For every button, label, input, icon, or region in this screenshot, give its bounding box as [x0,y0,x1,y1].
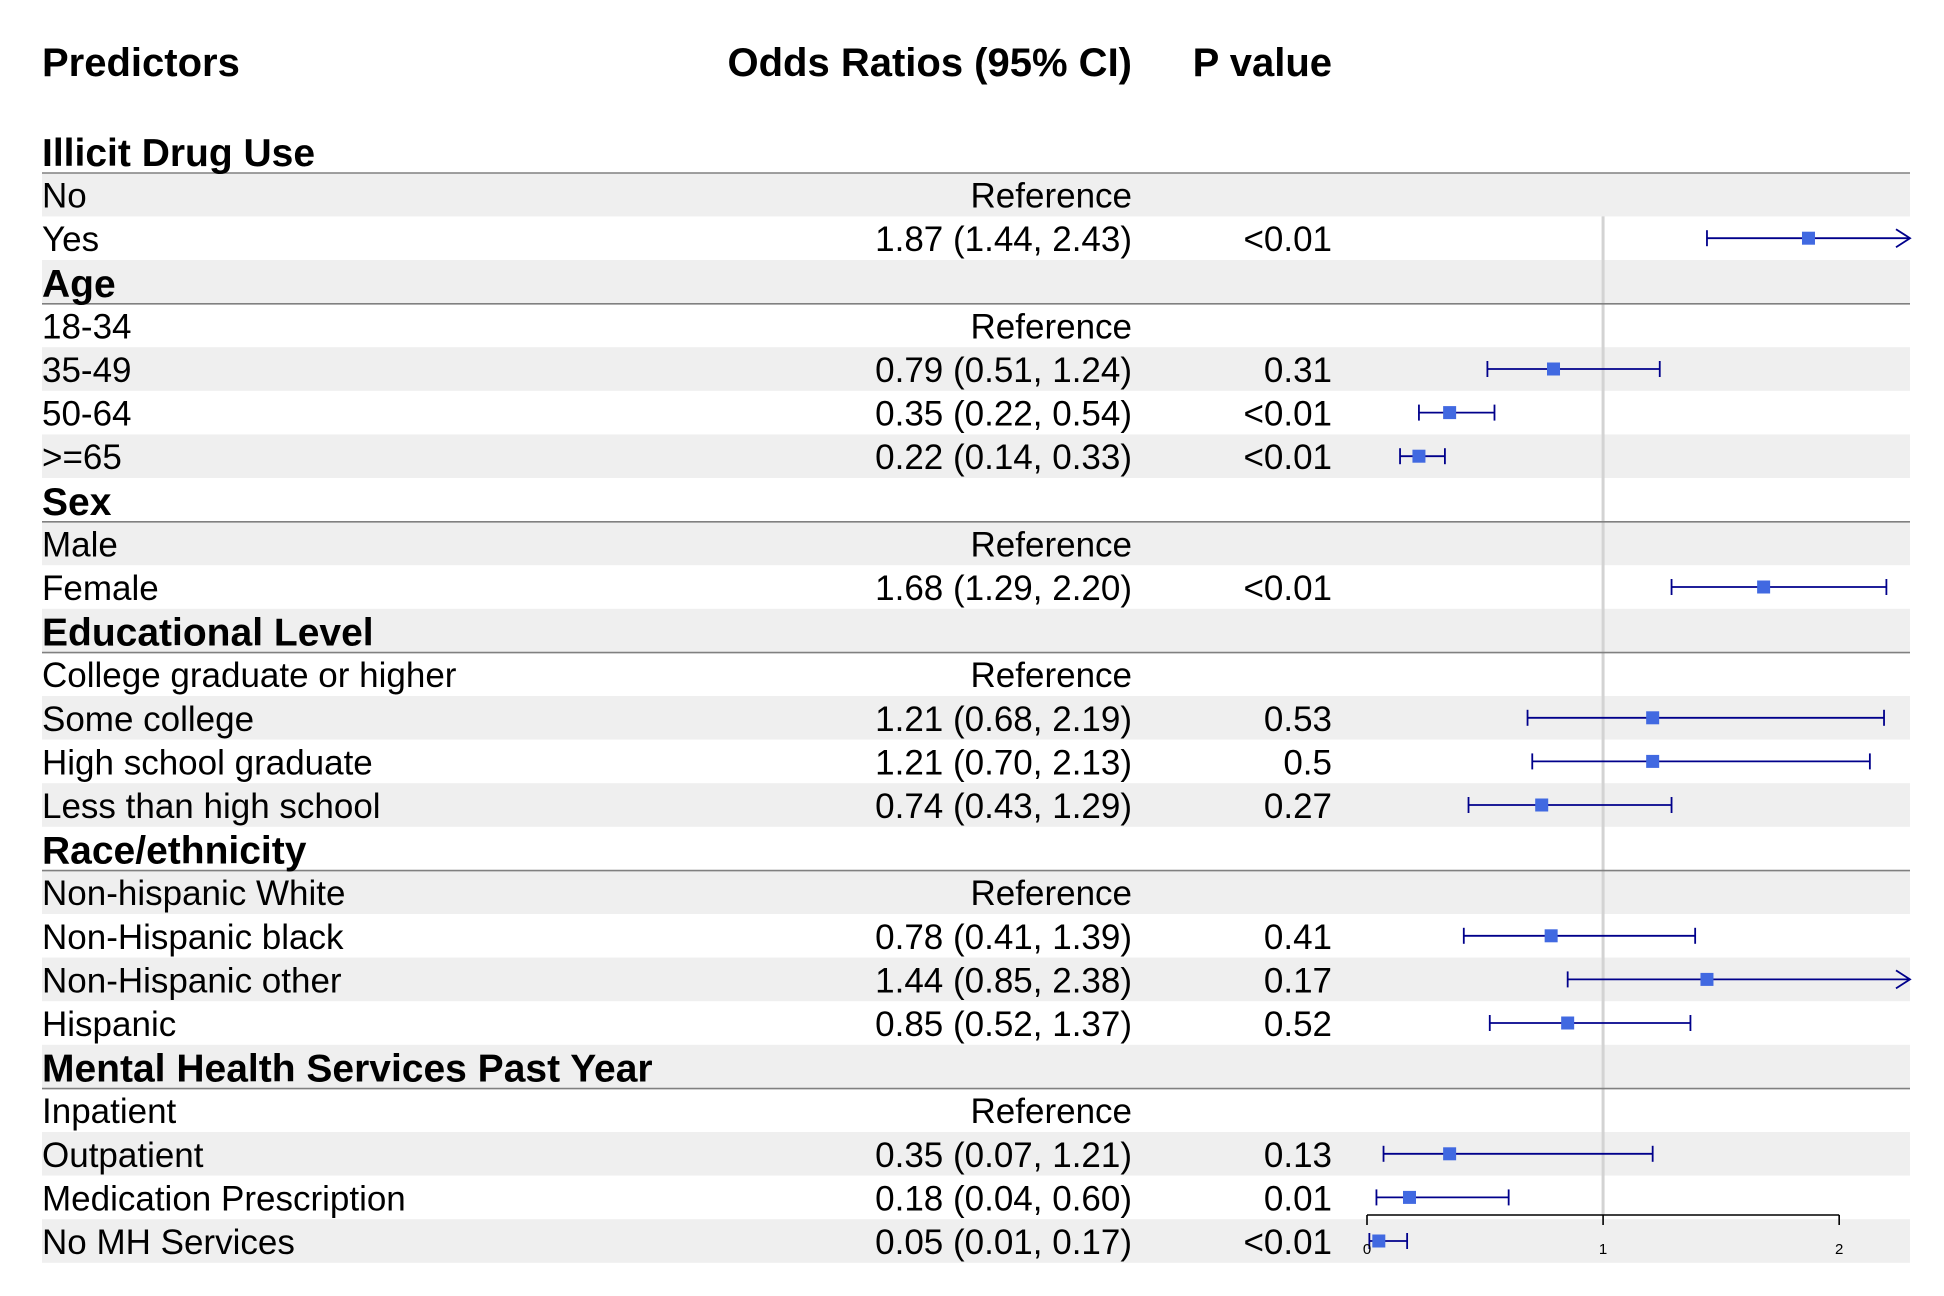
point-estimate [1372,1234,1386,1248]
predictor-label: Non-Hispanic black [42,918,344,957]
p-value-cell: <0.01 [1243,438,1332,477]
predictor-label: No MH Services [42,1223,295,1262]
predictor-label: Outpatient [42,1136,204,1175]
group-heading: Race/ethnicity [42,830,307,873]
point-estimate [1535,798,1549,812]
odds-ratio-cell: 0.85 (0.52, 1.37) [875,1005,1132,1044]
odds-ratio-cell: 0.35 (0.22, 0.54) [875,395,1132,434]
p-value-cell: <0.01 [1243,1223,1332,1262]
odds-ratio-cell: Reference [971,874,1132,913]
predictor-label: Non-hispanic White [42,874,345,913]
predictor-label: Less than high school [42,787,381,826]
odds-ratio-cell: Reference [971,307,1132,346]
ci-arrow [1895,228,1912,248]
row-stripe [42,172,1910,217]
odds-ratio-cell: 1.21 (0.68, 2.19) [875,700,1132,739]
p-value-cell: <0.01 [1243,569,1332,608]
p-value-cell: <0.01 [1243,395,1332,434]
header-odds-ratios: Odds Ratios (95% CI) [727,41,1132,85]
odds-ratio-cell: 1.87 (1.44, 2.43) [875,220,1132,259]
x-axis: 0 1 2 [1363,1214,1843,1258]
predictor-label: High school graduate [42,743,373,782]
p-value-cell: 0.01 [1264,1179,1332,1218]
p-value-cell: 0.27 [1264,787,1332,826]
group-heading: Age [42,263,116,306]
row-stripe [42,1044,1910,1089]
group-heading: Sex [42,481,112,524]
predictor-label: Medication Prescription [42,1179,406,1218]
header-predictors: Predictors [42,41,240,85]
header-p-value: P value [1193,41,1332,85]
odds-ratio-cell: 1.44 (0.85, 2.38) [875,961,1132,1000]
predictor-label: Inpatient [42,1092,177,1131]
odds-ratio-cell: 0.74 (0.43, 1.29) [875,787,1132,826]
point-estimate [1646,711,1660,725]
predictor-label: Female [42,569,159,608]
odds-ratio-cell: 0.79 (0.51, 1.24) [875,351,1132,390]
group-heading: Illicit Drug Use [42,132,315,175]
predictor-label: Yes [42,220,99,259]
point-estimate [1757,580,1771,594]
p-value-cell: 0.31 [1264,351,1332,390]
point-estimate [1544,929,1558,943]
predictor-label: 50-64 [42,395,132,434]
p-value-cell: 0.53 [1264,700,1332,739]
odds-ratio-cell: Reference [971,525,1132,564]
tick-label: 2 [1835,1241,1843,1258]
predictor-label: Hispanic [42,1005,176,1044]
point-estimate [1700,972,1714,986]
odds-ratio-cell: 1.21 (0.70, 2.13) [875,743,1132,782]
odds-ratio-cell: Reference [971,1092,1132,1131]
odds-ratio-cell: 0.05 (0.01, 0.17) [875,1223,1132,1262]
p-value-cell: 0.17 [1264,961,1332,1000]
p-value-cell: 0.13 [1264,1136,1332,1175]
odds-ratio-cell: 0.35 (0.07, 1.21) [875,1136,1132,1175]
point-estimate [1801,231,1815,245]
odds-ratio-cell: 0.78 (0.41, 1.39) [875,918,1132,957]
predictor-label: Some college [42,700,254,739]
p-value-cell: 0.52 [1264,1005,1332,1044]
group-heading: Educational Level [42,612,374,655]
predictor-label: College graduate or higher [42,656,457,695]
tick-label: 1 [1599,1241,1607,1258]
point-estimate [1547,362,1561,376]
p-value-cell: 0.41 [1264,918,1332,957]
odds-ratio-cell: Reference [971,656,1132,695]
predictor-label: 35-49 [42,351,132,390]
predictor-label: Non-Hispanic other [42,961,342,1000]
odds-ratio-cell: Reference [971,177,1132,216]
predictor-label: 18-34 [42,307,132,346]
row-stripe [42,434,1910,478]
point-estimate [1561,1016,1575,1030]
row-stripe [42,870,1910,914]
row-stripe [42,1219,1910,1263]
p-value-cell: 0.5 [1283,743,1332,782]
predictor-label: Male [42,525,118,564]
point-estimate [1443,406,1457,420]
row-stripe [42,608,1910,653]
point-estimate [1412,449,1426,463]
group-rules [42,172,1910,1090]
predictor-label: >=65 [42,438,122,477]
row-stripe [42,521,1910,566]
point-estimate [1443,1147,1457,1161]
p-value-cell: <0.01 [1243,220,1332,259]
predictor-label: No [42,177,87,216]
ci-arrow [1895,969,1912,990]
odds-ratio-cell: 0.18 (0.04, 0.60) [875,1179,1132,1218]
odds-ratio-cell: 1.68 (1.29, 2.20) [875,569,1132,608]
row-stripes [42,172,1910,1263]
odds-ratio-cell: 0.22 (0.14, 0.33) [875,438,1132,477]
ci-marks [1368,228,1912,1249]
point-estimate [1402,1190,1416,1204]
tick-label: 0 [1363,1241,1371,1258]
group-heading: Mental Health Services Past Year [42,1048,653,1091]
row-stripe [42,260,1910,304]
point-estimate [1646,754,1660,768]
